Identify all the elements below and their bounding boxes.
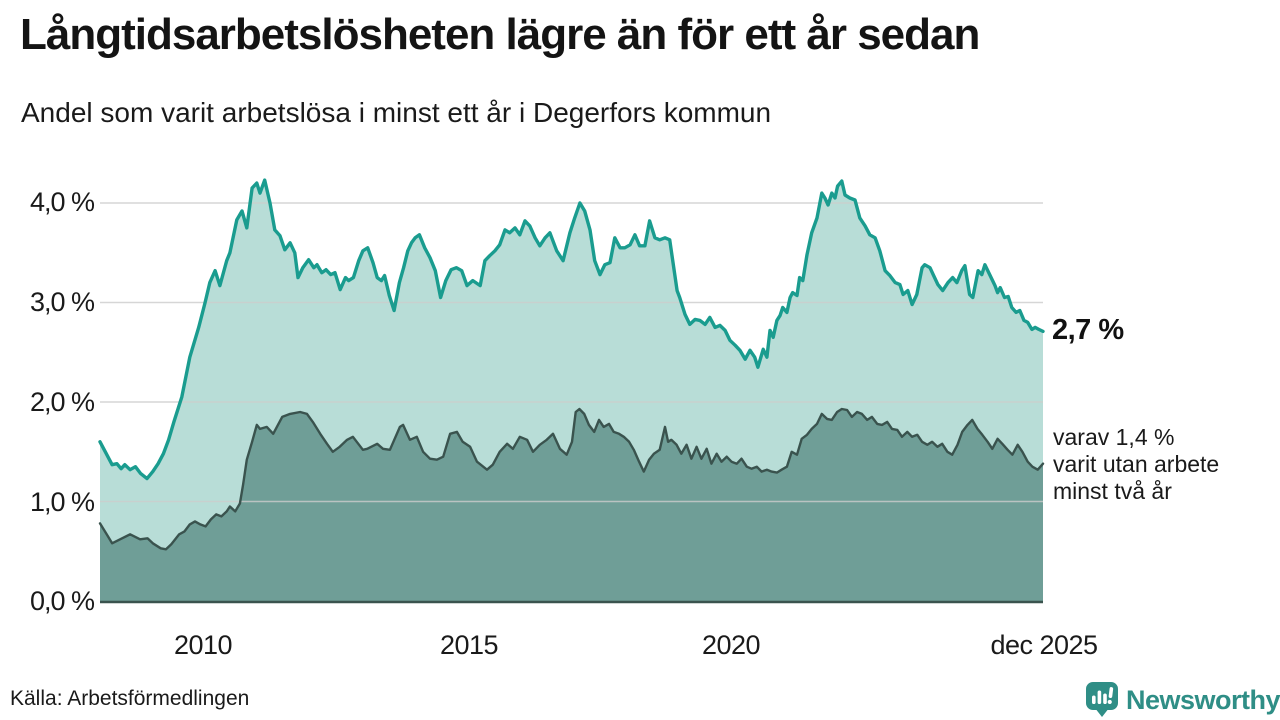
- source-credit: Källa: Arbetsförmedlingen: [10, 687, 250, 710]
- annotation-line: varit utan arbete: [1053, 451, 1220, 477]
- x-axis-tick-label: 2015: [439, 630, 499, 660]
- annotation-line: varav 1,4 %: [1053, 424, 1175, 450]
- annotation-line: minst två år: [1053, 478, 1172, 504]
- y-axis-tick-label: 2,0 %: [29, 387, 95, 417]
- page-title: Långtidsarbetslösheten lägre än för ett …: [20, 10, 980, 59]
- x-axis-tick-label: 2010: [173, 630, 233, 660]
- x-axis-tick-label: dec 2025: [990, 630, 1098, 660]
- y-axis-tick-label: 0,0 %: [29, 586, 95, 616]
- y-axis-tick-label: 3,0 %: [29, 287, 95, 317]
- newsworthy-bubble-chart-icon: [1086, 682, 1118, 717]
- x-axis-tick-label: 2020: [701, 630, 761, 660]
- newsworthy-wordmark: Newsworthy: [1126, 684, 1280, 715]
- newsworthy-logo: Newsworthy: [1085, 681, 1280, 718]
- secondary-series-annotation: varav 1,4 % varit utan arbete minst två …: [1053, 424, 1219, 505]
- y-axis-tick-label: 1,0 %: [29, 487, 95, 517]
- latest-value-annotation: 2,7 %: [1052, 314, 1124, 346]
- y-axis-tick-label: 4,0 %: [29, 187, 95, 217]
- page-subtitle: Andel som varit arbetslösa i minst ett å…: [21, 97, 772, 128]
